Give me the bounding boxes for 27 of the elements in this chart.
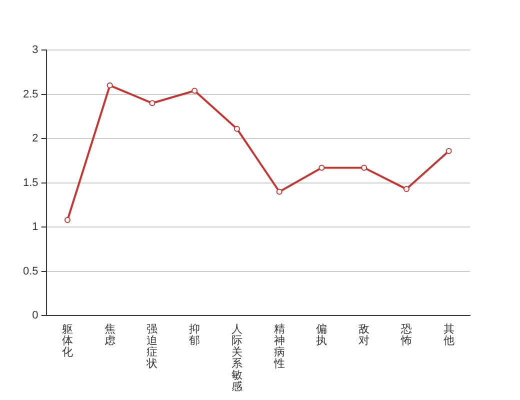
x-tick-label: 抑郁 [189, 322, 200, 347]
y-tick-label: 0.5 [22, 265, 38, 278]
x-tick-label: 偏执 [316, 322, 328, 347]
point [64, 217, 70, 224]
x-tick-label: 躯体化 [62, 322, 73, 358]
x-tick-label: 强迫症状 [146, 322, 158, 370]
point [106, 82, 113, 88]
x-tick-label: 恐怖 [400, 322, 412, 347]
point [234, 126, 240, 132]
y-tick-label: 1.5 [22, 176, 38, 189]
point [276, 188, 282, 195]
point [446, 148, 452, 154]
y-tick-label: 3 [32, 44, 38, 56]
x-tick-label: 敌对 [358, 322, 370, 347]
y-tick-label: 0 [32, 310, 38, 322]
x-tick-label: 精神病性 [272, 322, 285, 370]
y-tick-label: 1 [32, 221, 38, 234]
y-tick-label: 2 [32, 132, 38, 145]
point [403, 186, 410, 192]
point [361, 164, 368, 171]
x-tick-label: 人际关系敏感 [231, 322, 242, 394]
x-tick-label: 其他 [443, 322, 454, 347]
point [149, 100, 156, 106]
point [318, 164, 325, 171]
y-tick-label: 2.5 [22, 88, 38, 100]
point [192, 88, 198, 94]
x-tick-label: 焦虑 [104, 322, 116, 347]
